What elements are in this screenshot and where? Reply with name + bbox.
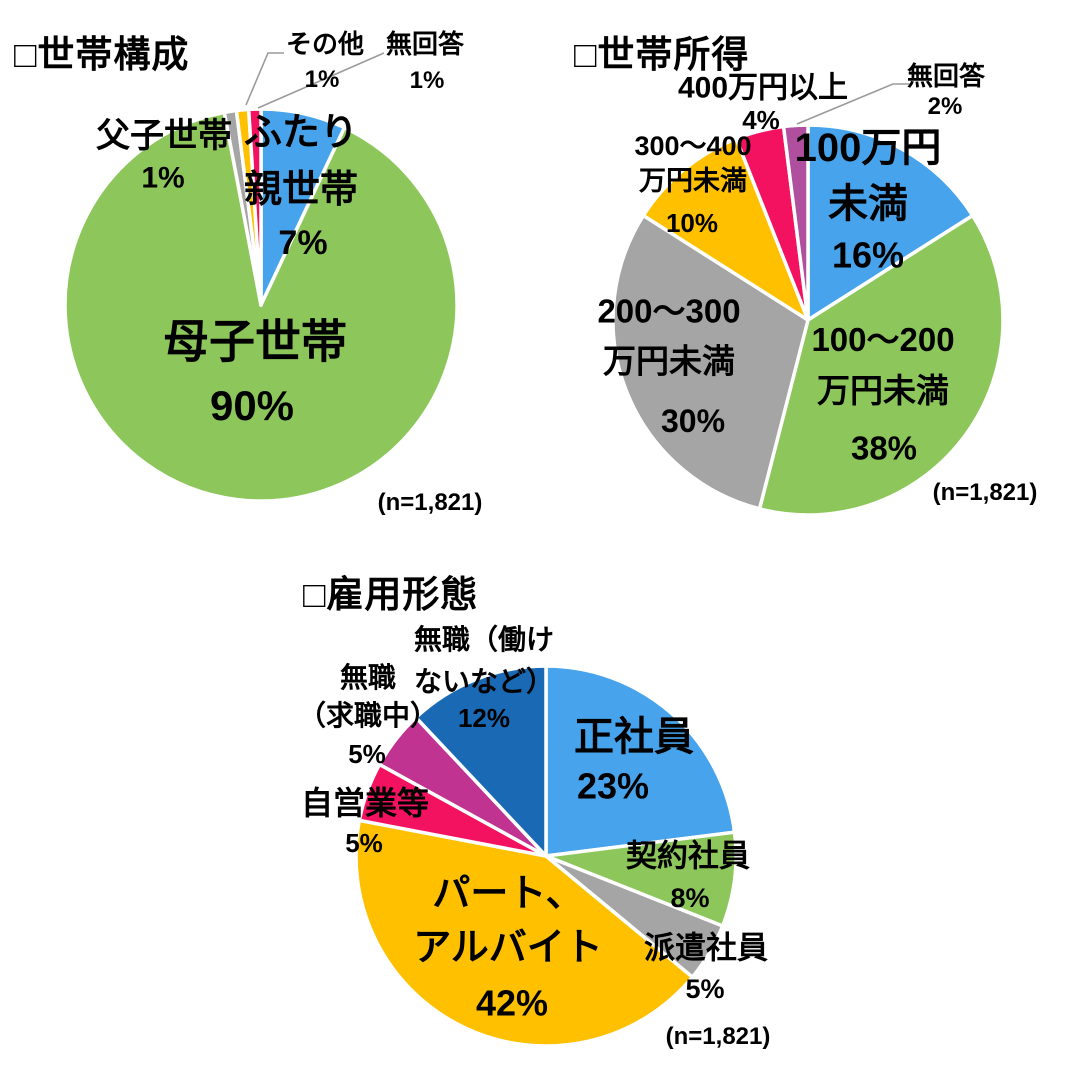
- chart3-title: □雇用形態: [303, 574, 479, 615]
- chart1-slice-noanswer-label: 無回答: [385, 28, 465, 59]
- chart2-slice-300-400-label: 300〜400 万円未満: [634, 130, 752, 196]
- chart3-slice-jobless-seeking-label: 無職 （求職中）: [297, 662, 439, 731]
- chart2-title: □世帯所得: [574, 34, 750, 75]
- chart3-slice-contract-pct: 8%: [670, 883, 710, 914]
- chart1-slice-other-label: その他: [285, 28, 365, 59]
- chart2-slice-100-200-label: 100〜200 万円未満: [811, 320, 955, 409]
- chart2-pie-slice-2: [757, 213, 1005, 517]
- chart1-slice-mother-label: 母子世帯: [163, 315, 347, 368]
- chart2-slice-100-200-pct: 38%: [850, 429, 918, 467]
- chart3-slice-jobless-seeking-pct: 5%: [348, 738, 386, 769]
- chart3-slice-fulltime-label: 正社員: [574, 715, 694, 759]
- chart3-slice-parttime-pct: 42%: [475, 982, 549, 1024]
- chart2-sample-size: (n=1,821): [932, 479, 1038, 506]
- chart1-pie-slice-5: [246, 107, 263, 307]
- chart3-slice-jobless-unable-pct: 12%: [457, 702, 511, 733]
- chart3-pie-slice-1: [544, 664, 737, 858]
- chart1-slice-twoparent-label: ふたり 親世帯: [243, 112, 359, 211]
- chart2-slice-over400-pct: 4%: [742, 104, 780, 135]
- chart2-slice-200-300-label: 200〜300 万円未満: [597, 292, 741, 380]
- chart2-slice-noanswer-label: 無回答: [906, 60, 986, 91]
- chart3-pie-slice-2: [544, 830, 738, 928]
- chart2-slice-200-300-pct: 30%: [660, 403, 726, 439]
- chart3-pie-slice-7: [414, 664, 548, 858]
- chart3-slice-dispatch-pct: 5%: [685, 974, 725, 1005]
- chart1-title: □世帯構成: [14, 34, 190, 75]
- chart3-slice-fulltime-pct: 23%: [576, 765, 650, 807]
- chart3-slice-dispatch-label: 派遣社員: [644, 930, 768, 966]
- chart1-slice-father-label: 父子世帯: [96, 116, 232, 155]
- chart3-slice-jobless-unable-label: 無職（働け ないなど）: [413, 624, 555, 697]
- chart2-leader-line: [796, 83, 910, 125]
- chart1-slice-father-pct: 1%: [141, 161, 185, 195]
- chart1-slice-other-pct: 1%: [304, 66, 340, 93]
- chart3-pie-slice-4: [354, 818, 695, 1048]
- chart2-pie-slice-6: [781, 123, 810, 322]
- chart1-leader-line: [245, 52, 284, 106]
- chart2-slice-under100-pct: 16%: [831, 234, 905, 276]
- chart2-slice-over400-label: 400万円以上: [677, 71, 849, 105]
- chart3-slice-selfemployed-label: 自営業等: [300, 785, 430, 821]
- chart2-pie-slice-1: [806, 123, 975, 322]
- chart2-slice-under100-label: 100万円 未満: [794, 126, 942, 226]
- chart1-leader-line: [257, 52, 385, 109]
- chart2-slice-noanswer-pct: 2%: [927, 93, 963, 120]
- chart3-slice-selfemployed-pct: 5%: [345, 827, 383, 858]
- chart2-slice-300-400-pct: 10%: [665, 207, 719, 238]
- chart1-sample-size: (n=1,821): [377, 489, 483, 516]
- chart3-slice-parttime-label: パート、 アルバイト: [413, 873, 603, 969]
- chart1-slice-mother-pct: 90%: [209, 381, 295, 429]
- chart2-pie-slice-3: [611, 213, 810, 511]
- chart2-pie-slice-4: [641, 136, 810, 322]
- chart3-slice-contract-label: 契約社員: [626, 838, 750, 874]
- chart1-slice-noanswer-pct: 1%: [409, 67, 445, 94]
- chart1-slice-twoparent-pct: 7%: [278, 223, 328, 262]
- chart3-sample-size: (n=1,821): [665, 1023, 771, 1050]
